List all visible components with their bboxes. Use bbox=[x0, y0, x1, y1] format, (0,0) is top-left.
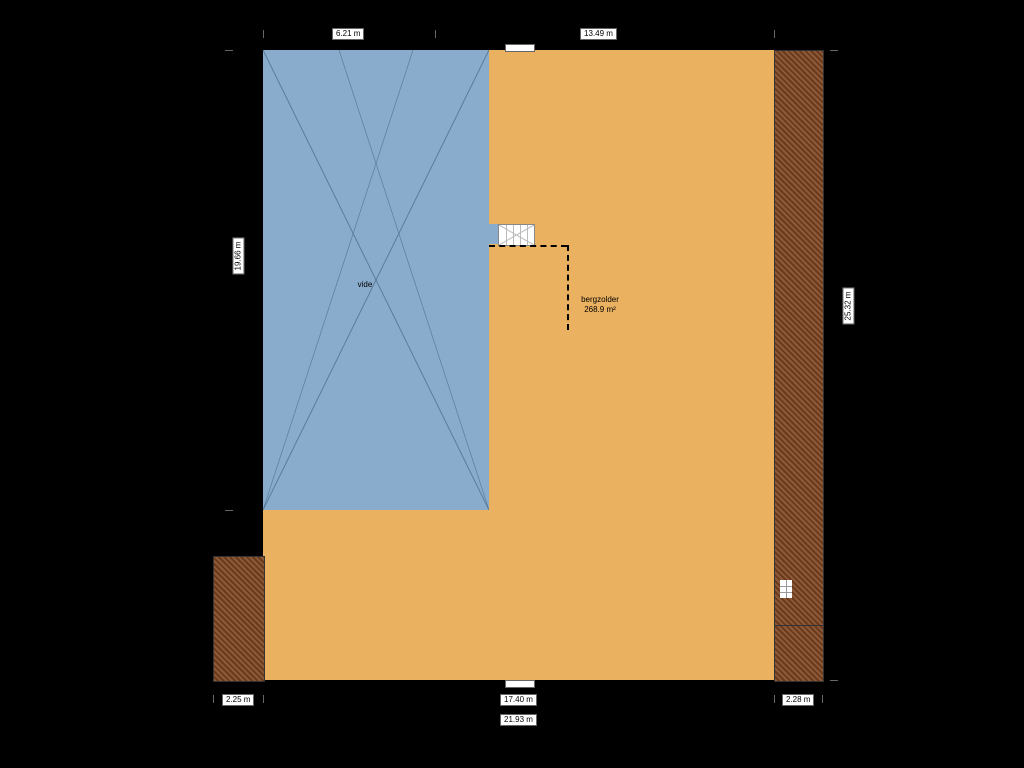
opening-top bbox=[505, 44, 535, 52]
tick-right-2 bbox=[830, 680, 838, 681]
tick-bot-1 bbox=[213, 695, 214, 703]
stairs-icon bbox=[498, 224, 535, 246]
tick-top-1 bbox=[263, 30, 264, 38]
dim-bottom-center: 17.40 m bbox=[500, 694, 537, 706]
hatched-roof-bottom-right bbox=[774, 625, 824, 682]
tick-left-1 bbox=[225, 50, 233, 51]
vide-label-text: vide bbox=[358, 280, 373, 289]
tick-top-3 bbox=[774, 30, 775, 38]
tick-bot-3 bbox=[774, 695, 775, 703]
window-grid-icon bbox=[780, 580, 792, 598]
vide-label: vide bbox=[340, 280, 390, 290]
floor-plan: vide bergzolder 268.9 m² 6.21 m 13.49 m … bbox=[0, 0, 1024, 768]
dim-top-left: 6.21 m bbox=[332, 28, 364, 40]
bergzolder-label: bergzolder 268.9 m² bbox=[570, 295, 630, 315]
dim-right: 25.32 m bbox=[842, 288, 854, 325]
dim-bottom-far-left: 2.25 m bbox=[222, 694, 254, 706]
bergzolder-area-text: 268.9 m² bbox=[584, 305, 616, 314]
tick-bot-2 bbox=[263, 695, 264, 703]
railing-horizontal bbox=[489, 245, 567, 247]
dim-bottom-far-right: 2.28 m bbox=[782, 694, 814, 706]
tick-top-2 bbox=[435, 30, 436, 38]
opening-bottom bbox=[505, 680, 535, 688]
railing-vertical bbox=[567, 245, 569, 330]
tick-right-1 bbox=[830, 50, 838, 51]
dim-top-right: 13.49 m bbox=[580, 28, 617, 40]
dim-bottom-overall: 21.93 m bbox=[500, 714, 537, 726]
tick-left-2 bbox=[225, 510, 233, 511]
hatched-roof-bottom-left bbox=[213, 556, 265, 682]
tick-bot-4 bbox=[822, 695, 823, 703]
dim-left: 19.66 m bbox=[232, 238, 244, 275]
bergzolder-label-text: bergzolder bbox=[581, 295, 619, 304]
bergzolder-region-bottom bbox=[263, 510, 774, 680]
